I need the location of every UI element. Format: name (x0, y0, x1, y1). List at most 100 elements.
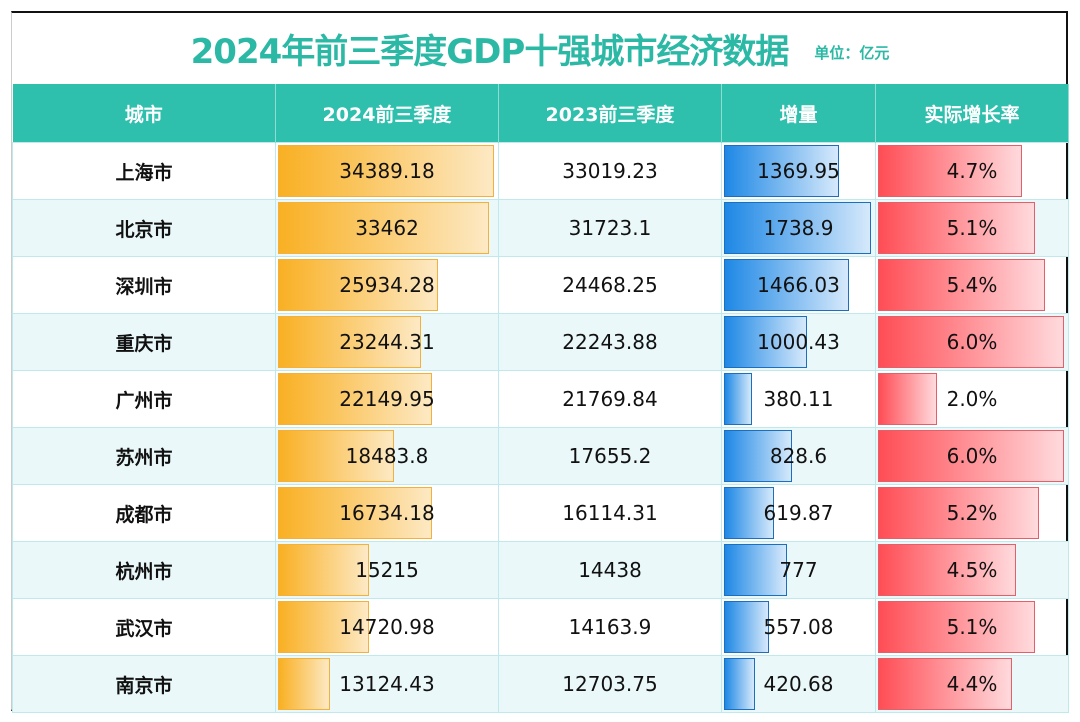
cell-gdp2023: 31723.1 (498, 199, 722, 257)
cell-gdp2023: 16114.31 (498, 484, 722, 542)
data-bar-rate (878, 316, 1065, 368)
cell-rate: 5.4% (875, 256, 1069, 314)
title-bar: 2024年前三季度GDP十强城市经济数据 单位：亿元 (12, 12, 1068, 84)
value-gdp2023: 17655.2 (568, 444, 652, 468)
cell-city: 成都市 (12, 484, 276, 542)
data-bar-gdp2024 (278, 373, 432, 425)
data-bar-rate (878, 202, 1036, 254)
value-city: 武汉市 (115, 617, 173, 640)
cell-gdp2024: 16734.18 (275, 484, 499, 542)
cell-increase: 1000.43 (721, 313, 876, 371)
header-rate: 实际增长率 (875, 84, 1069, 143)
cell-city: 重庆市 (12, 313, 276, 371)
data-bar-gdp2024 (278, 202, 490, 254)
data-bar-gdp2024 (278, 316, 421, 368)
value-gdp2024: 34389.18 (339, 159, 435, 183)
value-gdp2024: 23244.31 (339, 330, 435, 354)
value-gdp2023: 12703.75 (562, 672, 658, 696)
value-gdp2023: 14163.9 (568, 615, 652, 639)
cell-gdp2024: 18483.8 (275, 427, 499, 485)
value-gdp2024: 22149.95 (339, 387, 435, 411)
data-bar-rate (878, 601, 1036, 653)
cell-increase: 420.68 (721, 655, 876, 713)
value-gdp2024: 15215 (355, 558, 419, 582)
data-bar-rate (878, 658, 1013, 710)
cell-increase: 557.08 (721, 598, 876, 656)
value-city: 深圳市 (115, 275, 173, 298)
value-city: 上海市 (115, 161, 173, 184)
data-bar-increase (724, 487, 774, 539)
cell-city: 北京市 (12, 199, 276, 257)
value-gdp2024: 16734.18 (339, 501, 435, 525)
table-row: 上海市 34389.18 33019.23 1369.95 4.7% (12, 142, 1069, 200)
header-row: 城市 2024前三季度 2023前三季度 增量 实际增长率 (12, 84, 1069, 143)
header-increase: 增量 (721, 84, 876, 143)
data-bar-increase (724, 601, 769, 653)
cell-rate: 4.7% (875, 142, 1069, 200)
cell-increase: 777 (721, 541, 876, 599)
cell-rate: 6.0% (875, 313, 1069, 371)
page-title: 2024年前三季度GDP十强城市经济数据 (190, 31, 790, 72)
data-bar-gdp2024 (278, 145, 494, 197)
value-increase: 380.11 (763, 387, 834, 411)
value-increase: 557.08 (763, 615, 834, 639)
cell-increase: 828.6 (721, 427, 876, 485)
value-city: 北京市 (115, 218, 173, 241)
cell-gdp2024: 25934.28 (275, 256, 499, 314)
value-increase: 420.68 (763, 672, 834, 696)
cell-gdp2024: 22149.95 (275, 370, 499, 428)
value-rate: 5.1% (946, 216, 998, 240)
value-city: 苏州市 (115, 446, 173, 469)
data-bar-rate (878, 259, 1045, 311)
cell-city: 南京市 (12, 655, 276, 713)
data-bar-gdp2024 (278, 487, 432, 539)
header-gdp2023: 2023前三季度 (498, 84, 722, 143)
cell-city: 广州市 (12, 370, 276, 428)
value-gdp2023: 14438 (578, 558, 642, 582)
cell-increase: 1369.95 (721, 142, 876, 200)
value-gdp2023: 24468.25 (562, 273, 658, 297)
data-bar-gdp2024 (278, 544, 370, 596)
value-rate: 4.5% (946, 558, 998, 582)
cell-increase: 619.87 (721, 484, 876, 542)
value-city: 成都市 (115, 503, 173, 526)
cell-increase: 380.11 (721, 370, 876, 428)
cell-gdp2023: 24468.25 (498, 256, 722, 314)
value-gdp2024: 33462 (355, 216, 419, 240)
value-rate: 4.7% (946, 159, 998, 183)
data-bar-gdp2024 (278, 259, 439, 311)
value-city: 杭州市 (115, 560, 173, 583)
cell-city: 深圳市 (12, 256, 276, 314)
value-gdp2024: 14720.98 (339, 615, 435, 639)
value-gdp2023: 22243.88 (562, 330, 658, 354)
table-row: 广州市 22149.95 21769.84 380.11 2.0% (12, 370, 1069, 428)
value-rate: 6.0% (946, 330, 998, 354)
table-row: 武汉市 14720.98 14163.9 557.08 5.1% (12, 598, 1069, 656)
cell-gdp2023: 17655.2 (498, 427, 722, 485)
table-row: 深圳市 25934.28 24468.25 1466.03 5.4% (12, 256, 1069, 314)
data-bar-increase (724, 316, 808, 368)
value-city: 重庆市 (115, 332, 173, 355)
value-increase: 1000.43 (757, 330, 840, 354)
value-gdp2023: 16114.31 (562, 501, 658, 525)
data-bar-rate (878, 430, 1065, 482)
value-rate: 6.0% (946, 444, 998, 468)
data-bar-increase (724, 145, 840, 197)
cell-rate: 4.4% (875, 655, 1069, 713)
table-row: 重庆市 23244.31 22243.88 1000.43 6.0% (12, 313, 1069, 371)
table-row: 北京市 33462 31723.1 1738.9 5.1% (12, 199, 1069, 257)
cell-city: 苏州市 (12, 427, 276, 485)
value-rate: 4.4% (946, 672, 998, 696)
unit-label: 单位：亿元 (814, 43, 890, 62)
cell-increase: 1738.9 (721, 199, 876, 257)
data-bar-increase (724, 259, 849, 311)
value-city: 广州市 (115, 389, 173, 412)
cell-gdp2023: 14163.9 (498, 598, 722, 656)
cell-rate: 2.0% (875, 370, 1069, 428)
value-gdp2023: 33019.23 (562, 159, 658, 183)
data-bar-increase (724, 430, 792, 482)
data-bar-gdp2024 (278, 658, 330, 710)
data-bar-increase (724, 544, 788, 596)
value-rate: 2.0% (946, 387, 998, 411)
value-increase: 777 (779, 558, 818, 582)
